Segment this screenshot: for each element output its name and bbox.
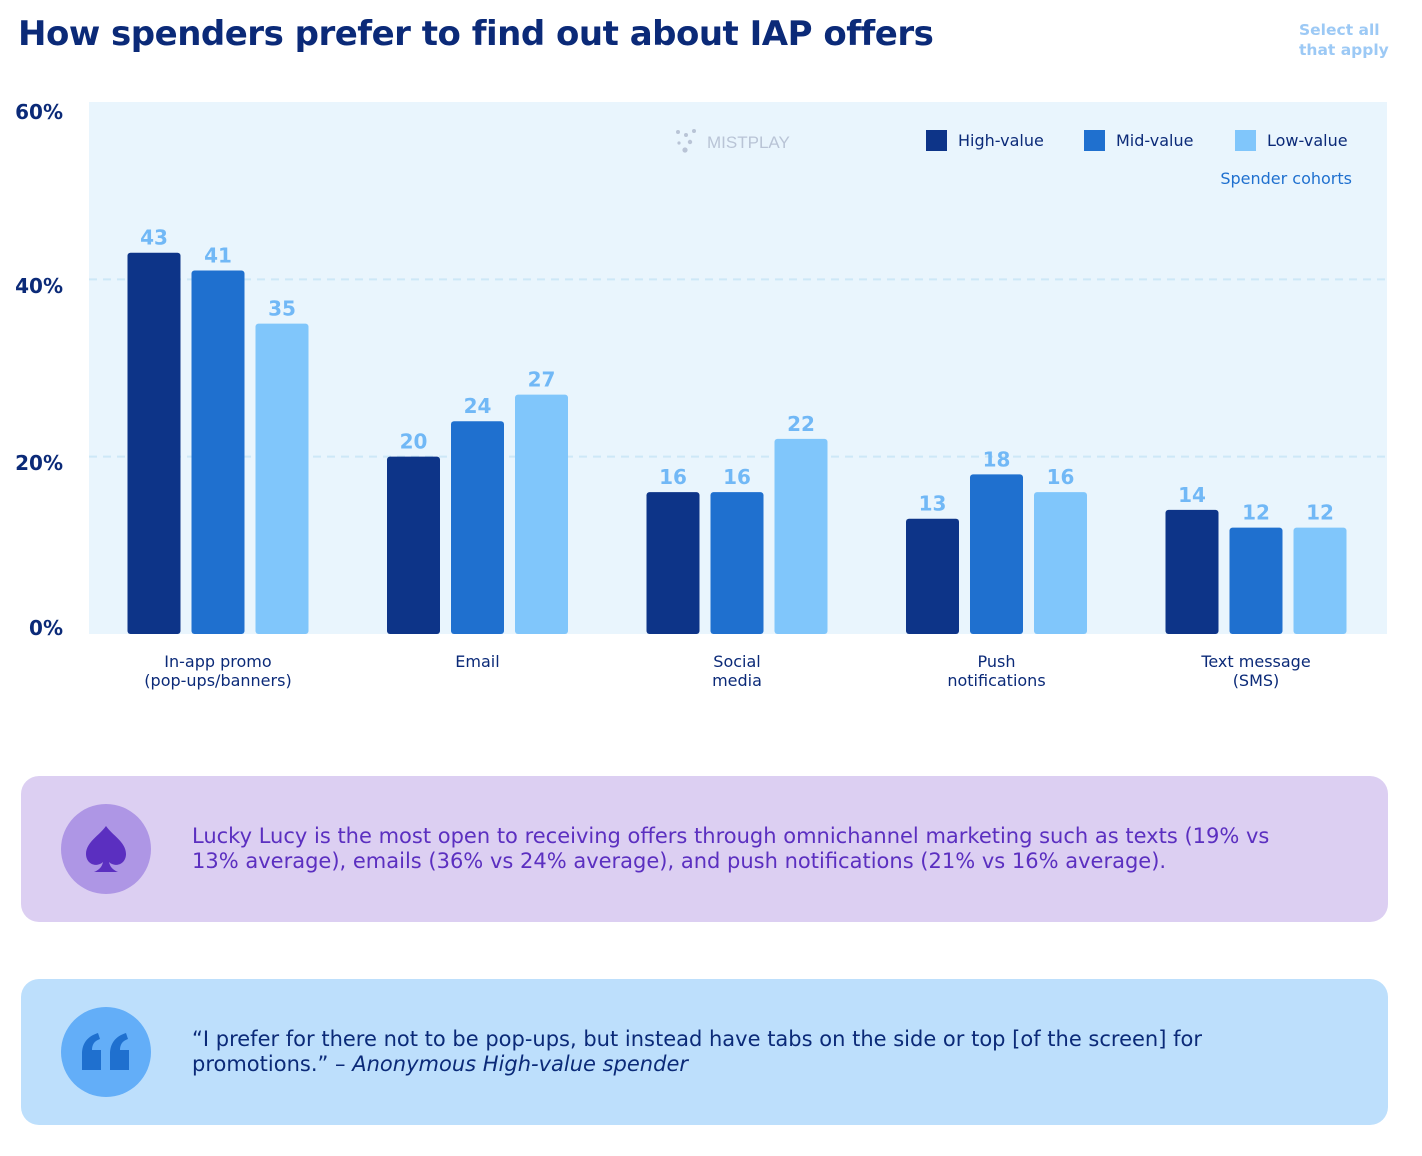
x-tick-label: Push notifications xyxy=(947,652,1045,690)
bar xyxy=(191,270,245,634)
bar xyxy=(451,421,504,634)
bar-chart: 0% 20% 40% 60% 43 41 35 20 24 27 16 16 22 13 18 16 14 12… xyxy=(15,100,1387,690)
bars: 43 41 35 20 24 27 16 16 22 13 18 16 14 12 12 xyxy=(127,226,1347,634)
quote-callout: “I prefer for there not to be pop-ups, b… xyxy=(21,979,1388,1125)
bar xyxy=(1229,527,1283,634)
persona-insight-text: Lucky Lucy is the most open to receiving… xyxy=(192,824,1270,873)
quote-avatar xyxy=(61,1007,151,1097)
legend-label: Low-value xyxy=(1267,131,1348,150)
y-tick-label: 0% xyxy=(29,616,63,640)
bar xyxy=(1034,492,1087,634)
bar-value-label: 41 xyxy=(204,243,232,267)
bar xyxy=(970,474,1023,634)
bar-value-label: 16 xyxy=(723,465,751,489)
bar-value-label: 43 xyxy=(140,226,168,250)
mistplay-watermark: MISTPLAY xyxy=(676,129,790,153)
x-axis-labels: In-app promo (pop-ups/banners) Email Social… xyxy=(144,652,1310,690)
bar-value-label: 13 xyxy=(919,492,947,516)
bar-value-label: 22 xyxy=(787,412,815,436)
quote-icon xyxy=(82,1033,129,1070)
bar-value-label: 35 xyxy=(268,297,296,321)
bar xyxy=(710,492,764,634)
x-tick-label: Social media xyxy=(712,652,762,690)
legend-swatch xyxy=(926,130,947,151)
x-tick-label: Text message (SMS) xyxy=(1200,652,1310,690)
bar-value-label: 12 xyxy=(1242,501,1270,525)
x-tick-label: Email xyxy=(455,652,499,671)
bar xyxy=(387,456,440,634)
y-tick-label: 20% xyxy=(15,451,63,475)
bar xyxy=(515,394,568,634)
page-title: How spenders prefer to find out about IA… xyxy=(18,14,934,54)
legend-swatch xyxy=(1235,130,1256,151)
bar-value-label: 20 xyxy=(400,430,428,454)
bar xyxy=(646,492,700,634)
mistplay-logo-icon xyxy=(676,129,696,153)
legend-title: Spender cohorts xyxy=(1220,169,1352,188)
bar-value-label: 18 xyxy=(983,447,1011,471)
persona-avatar xyxy=(61,804,151,894)
bar xyxy=(906,518,959,634)
legend: High-value Mid-value Low-value xyxy=(926,130,1348,151)
bar xyxy=(774,438,828,634)
y-tick-label: 60% xyxy=(15,100,63,124)
legend-label: Mid-value xyxy=(1116,131,1193,150)
y-axis-ticks: 0% 20% 40% 60% xyxy=(15,100,63,640)
select-all-note: Select all that apply xyxy=(1299,21,1389,59)
bar-value-label: 16 xyxy=(1047,465,1075,489)
spade-icon xyxy=(86,826,126,872)
legend-label: High-value xyxy=(958,131,1044,150)
bar-value-label: 14 xyxy=(1178,483,1206,507)
bar-value-label: 27 xyxy=(528,368,556,392)
quote-attribution: Anonymous High-value spender xyxy=(352,1052,689,1076)
legend-swatch xyxy=(1084,130,1105,151)
quote-text: “I prefer for there not to be pop-ups, b… xyxy=(192,1027,1202,1076)
bar xyxy=(255,323,309,634)
y-tick-label: 40% xyxy=(15,274,63,298)
bar xyxy=(127,252,181,634)
quote-text-block: “I prefer for there not to be pop-ups, b… xyxy=(192,1027,1292,1077)
bar-value-label: 12 xyxy=(1306,501,1334,525)
persona-callout: Lucky Lucy is the most open to receiving… xyxy=(21,776,1388,922)
x-tick-label: In-app promo (pop-ups/banners) xyxy=(144,652,291,690)
bar-value-label: 16 xyxy=(659,465,687,489)
bar xyxy=(1165,509,1219,634)
bar xyxy=(1293,527,1347,634)
bar-value-label: 24 xyxy=(464,394,492,418)
svg-text:MISTPLAY: MISTPLAY xyxy=(707,133,790,152)
